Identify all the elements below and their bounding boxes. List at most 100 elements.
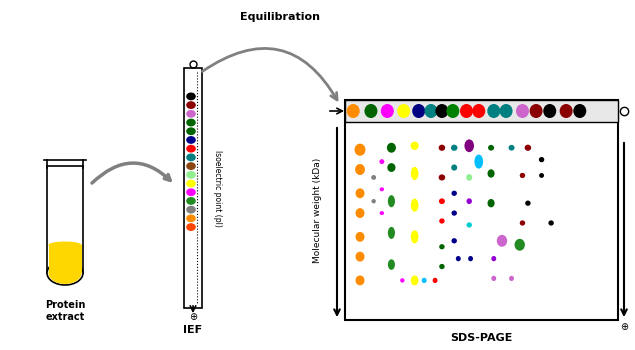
Ellipse shape — [400, 278, 404, 282]
Ellipse shape — [186, 127, 196, 135]
Ellipse shape — [488, 169, 495, 178]
Ellipse shape — [186, 171, 196, 179]
Ellipse shape — [514, 239, 525, 251]
Ellipse shape — [347, 104, 359, 118]
Text: SDS-PAGE: SDS-PAGE — [450, 333, 512, 343]
Ellipse shape — [519, 173, 525, 178]
Ellipse shape — [491, 256, 496, 261]
Ellipse shape — [381, 104, 394, 118]
Ellipse shape — [388, 227, 395, 239]
Ellipse shape — [424, 104, 438, 118]
Ellipse shape — [460, 104, 473, 118]
Ellipse shape — [446, 104, 459, 118]
Ellipse shape — [509, 145, 514, 150]
Ellipse shape — [472, 104, 485, 118]
Ellipse shape — [487, 104, 500, 118]
Ellipse shape — [451, 145, 457, 151]
Ellipse shape — [467, 222, 472, 228]
Ellipse shape — [186, 136, 196, 144]
Ellipse shape — [371, 199, 376, 203]
Ellipse shape — [186, 180, 196, 187]
Ellipse shape — [412, 104, 425, 118]
Ellipse shape — [186, 206, 196, 214]
Ellipse shape — [186, 154, 196, 161]
Ellipse shape — [356, 188, 364, 198]
Ellipse shape — [388, 259, 395, 270]
Ellipse shape — [497, 235, 507, 247]
Ellipse shape — [509, 276, 514, 281]
Ellipse shape — [525, 145, 531, 151]
Ellipse shape — [186, 92, 196, 100]
Ellipse shape — [516, 104, 529, 118]
Ellipse shape — [371, 175, 376, 180]
Ellipse shape — [411, 167, 418, 180]
Ellipse shape — [439, 244, 444, 250]
Ellipse shape — [410, 142, 418, 150]
Ellipse shape — [356, 208, 364, 218]
Ellipse shape — [500, 104, 512, 118]
Ellipse shape — [451, 210, 457, 216]
Bar — [345, 100, 618, 320]
Ellipse shape — [388, 195, 395, 207]
Ellipse shape — [468, 256, 473, 261]
Ellipse shape — [356, 232, 364, 242]
Ellipse shape — [47, 261, 83, 285]
Ellipse shape — [539, 157, 544, 162]
Ellipse shape — [379, 159, 384, 164]
Ellipse shape — [387, 143, 396, 153]
Ellipse shape — [530, 104, 542, 118]
Ellipse shape — [432, 278, 438, 283]
Ellipse shape — [356, 252, 364, 261]
Ellipse shape — [387, 163, 396, 172]
Ellipse shape — [474, 155, 483, 169]
Text: Protein
extract: Protein extract — [45, 300, 85, 322]
Ellipse shape — [186, 145, 196, 153]
Ellipse shape — [488, 145, 494, 150]
Ellipse shape — [439, 218, 444, 224]
Bar — [47, 166, 83, 273]
Ellipse shape — [48, 262, 81, 284]
Ellipse shape — [186, 223, 196, 231]
Text: IEF: IEF — [184, 325, 203, 335]
Ellipse shape — [186, 197, 196, 205]
Ellipse shape — [411, 198, 418, 212]
Ellipse shape — [573, 104, 586, 118]
Ellipse shape — [186, 110, 196, 118]
Ellipse shape — [186, 188, 196, 196]
Ellipse shape — [380, 211, 384, 215]
Ellipse shape — [186, 162, 196, 170]
Ellipse shape — [439, 145, 445, 151]
Ellipse shape — [186, 119, 196, 126]
Bar — [184, 68, 202, 308]
Ellipse shape — [451, 191, 457, 196]
Ellipse shape — [466, 174, 472, 181]
Ellipse shape — [354, 144, 366, 156]
Ellipse shape — [439, 264, 444, 269]
Ellipse shape — [186, 101, 196, 109]
Text: Molecular weight (kDa): Molecular weight (kDa) — [312, 158, 321, 262]
Ellipse shape — [451, 238, 457, 244]
Ellipse shape — [519, 220, 525, 226]
Ellipse shape — [544, 104, 556, 118]
Ellipse shape — [355, 164, 365, 175]
Text: ⊕: ⊕ — [620, 322, 628, 332]
Bar — [48, 245, 81, 273]
Ellipse shape — [380, 187, 384, 191]
Ellipse shape — [559, 104, 573, 118]
Ellipse shape — [48, 241, 81, 248]
Ellipse shape — [398, 104, 410, 118]
Ellipse shape — [411, 230, 418, 244]
Ellipse shape — [488, 199, 495, 207]
Ellipse shape — [422, 278, 427, 283]
Bar — [345, 100, 618, 122]
Ellipse shape — [467, 198, 472, 204]
Ellipse shape — [456, 256, 461, 261]
Ellipse shape — [186, 215, 196, 222]
Ellipse shape — [436, 104, 448, 118]
Ellipse shape — [539, 173, 544, 178]
Ellipse shape — [451, 164, 457, 170]
Ellipse shape — [439, 198, 445, 204]
Text: Equilibration: Equilibration — [240, 12, 320, 22]
Ellipse shape — [411, 275, 418, 285]
Ellipse shape — [525, 201, 531, 206]
